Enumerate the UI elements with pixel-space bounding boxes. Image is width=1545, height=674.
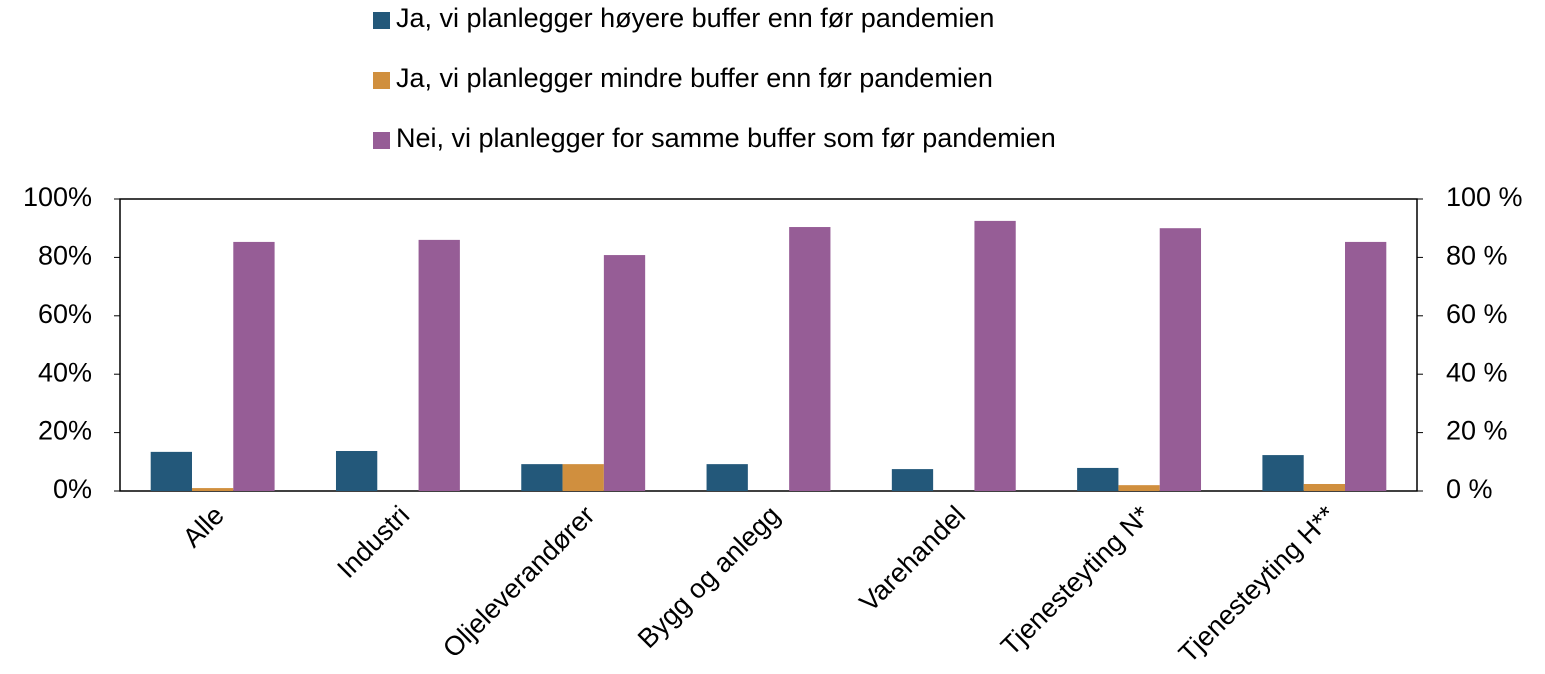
bar [891,469,934,491]
x-tick-label: Oljeleverandører [437,500,600,663]
bar [150,451,192,491]
y-tick-label: 100% [23,182,92,212]
x-tick-label: Industri [331,500,415,584]
y2-tick-label: 40 % [1446,357,1508,387]
y-tick-label: 20% [38,416,92,446]
legend-label: Ja, vi planlegger mindre buffer enn før … [396,63,993,93]
bar [1303,483,1346,491]
x-tick-label: Tjenesteyting H** [1173,500,1342,669]
bar [521,464,563,491]
legend-label: Ja, vi planlegger høyere buffer enn før … [396,3,994,33]
legend-swatch [373,132,390,149]
bar [974,220,1016,491]
bar [562,464,604,491]
y2-tick-label: 80 % [1446,241,1508,271]
x-tick-label: Varehandel [854,500,971,617]
bar [603,255,646,491]
y-tick-label: 60% [38,299,92,329]
plot-frame [119,198,1418,492]
bar [1262,455,1304,491]
bar [706,464,748,491]
y2-tick-label: 0 % [1446,474,1493,504]
y2-tick-label: 20 % [1446,416,1508,446]
bar [789,227,831,492]
x-tick-label: Alle [177,500,230,553]
x-tick-label: Bygg og anlegg [632,500,786,654]
y-tick-label: 80% [38,241,92,271]
legend-swatch [373,12,390,29]
y2-tick-label: 60 % [1446,299,1508,329]
bar [1118,485,1160,491]
bar [1077,467,1119,491]
x-tick-label: Tjenesteyting N* [995,500,1157,662]
y-tick-label: 0% [53,474,92,504]
bar [1159,228,1202,491]
bar [335,450,378,491]
bar [233,241,275,491]
bar [1345,241,1387,491]
legend-swatch [373,72,390,89]
bar [418,239,460,491]
y-tick-label: 40% [38,357,92,387]
y2-tick-label: 100 % [1446,182,1523,212]
bar [191,488,234,491]
legend-label: Nei, vi planlegger for samme buffer som … [396,123,1056,153]
